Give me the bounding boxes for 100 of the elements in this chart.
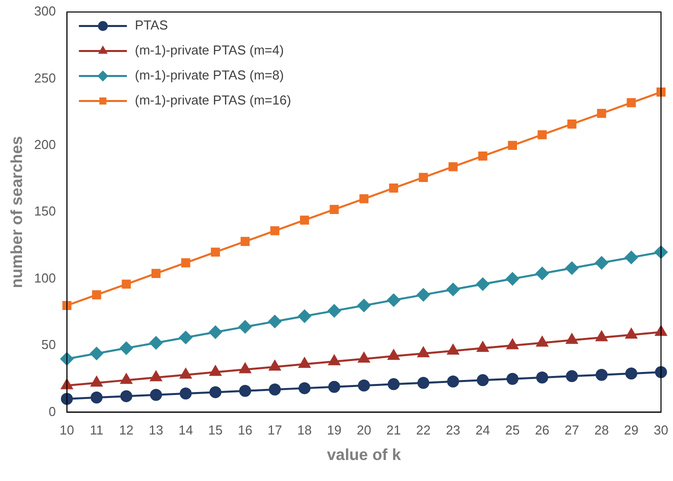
point — [240, 236, 250, 246]
point — [596, 368, 608, 381]
point — [328, 355, 340, 366]
point — [596, 330, 608, 342]
legend-label: (m-1)-private PTAS (m=16) — [134, 92, 292, 108]
point — [268, 384, 281, 396]
point — [477, 342, 489, 352]
point — [597, 108, 606, 118]
legend-label: (m-1)-private PTAS (m=8) — [134, 68, 284, 83]
point — [62, 300, 72, 310]
point — [655, 326, 667, 336]
point — [478, 152, 488, 161]
point — [268, 314, 282, 328]
point — [210, 366, 222, 376]
point — [239, 384, 252, 397]
point — [208, 326, 222, 339]
x-tick-label: 10 — [60, 422, 74, 438]
y-tick-label: 50 — [41, 337, 56, 352]
x-tick-label: 17 — [268, 422, 282, 438]
point — [120, 390, 132, 402]
point — [122, 280, 131, 289]
point — [180, 388, 192, 400]
point — [625, 368, 638, 380]
y-tick-label: 100 — [34, 270, 56, 286]
x-tick-label: 23 — [446, 422, 460, 438]
x-tick-label: 25 — [505, 422, 520, 438]
point — [330, 204, 339, 214]
point — [418, 347, 430, 358]
point — [506, 372, 518, 385]
point — [358, 380, 370, 392]
x-tick-label: 20 — [356, 422, 372, 438]
point — [476, 278, 490, 291]
point — [446, 282, 460, 296]
point — [626, 98, 636, 108]
point — [298, 358, 310, 368]
point — [417, 376, 430, 389]
point — [210, 248, 220, 257]
point — [179, 330, 192, 344]
y-tick-label: 150 — [34, 204, 56, 219]
point — [476, 374, 489, 386]
x-tick-label: 13 — [148, 422, 164, 438]
point — [626, 328, 638, 339]
point — [90, 347, 104, 360]
point — [565, 262, 578, 275]
point — [566, 334, 578, 344]
point — [448, 162, 458, 172]
point — [90, 392, 103, 404]
point — [270, 226, 280, 236]
point — [506, 339, 518, 350]
x-tick-label: 16 — [238, 422, 252, 438]
point — [150, 388, 162, 401]
point — [388, 378, 400, 390]
y-tick-label: 300 — [34, 4, 56, 19]
point — [416, 288, 430, 302]
point — [508, 140, 518, 150]
point — [566, 370, 578, 382]
y-tick-label: 200 — [34, 136, 56, 152]
point — [388, 350, 400, 360]
point — [418, 172, 428, 182]
point — [359, 194, 368, 204]
point — [120, 342, 133, 355]
point — [358, 352, 370, 363]
x-tick-label: 11 — [90, 422, 104, 438]
point — [209, 386, 222, 398]
point — [387, 294, 400, 307]
point — [150, 371, 162, 382]
x-tick-label: 28 — [594, 422, 609, 438]
point — [180, 368, 192, 379]
point — [447, 376, 460, 388]
point — [624, 250, 638, 264]
x-axis-title: value of k — [327, 446, 401, 464]
point — [447, 344, 459, 355]
legend-label: PTAS — [134, 18, 168, 33]
point — [536, 266, 549, 280]
point — [536, 372, 548, 384]
point — [357, 298, 370, 312]
point — [181, 258, 190, 268]
x-tick-label: 27 — [564, 422, 580, 438]
point — [90, 376, 102, 387]
point — [328, 304, 341, 318]
point — [656, 88, 666, 97]
point — [150, 336, 163, 350]
point — [61, 379, 73, 390]
point — [300, 216, 310, 225]
x-tick-label: 14 — [178, 422, 193, 438]
point — [298, 310, 312, 323]
point — [269, 360, 281, 371]
point — [239, 363, 251, 374]
point — [536, 336, 548, 347]
y-axis-title: number of searches — [9, 136, 26, 288]
point — [654, 246, 668, 259]
x-tick-label: 19 — [327, 422, 342, 438]
point — [506, 272, 519, 286]
point — [655, 366, 667, 378]
point — [328, 380, 340, 393]
x-tick-label: 18 — [297, 422, 312, 438]
y-tick-label: 250 — [34, 70, 56, 86]
x-tick-label: 12 — [119, 422, 134, 438]
point — [298, 382, 311, 394]
x-tick-label: 21 — [386, 422, 401, 438]
